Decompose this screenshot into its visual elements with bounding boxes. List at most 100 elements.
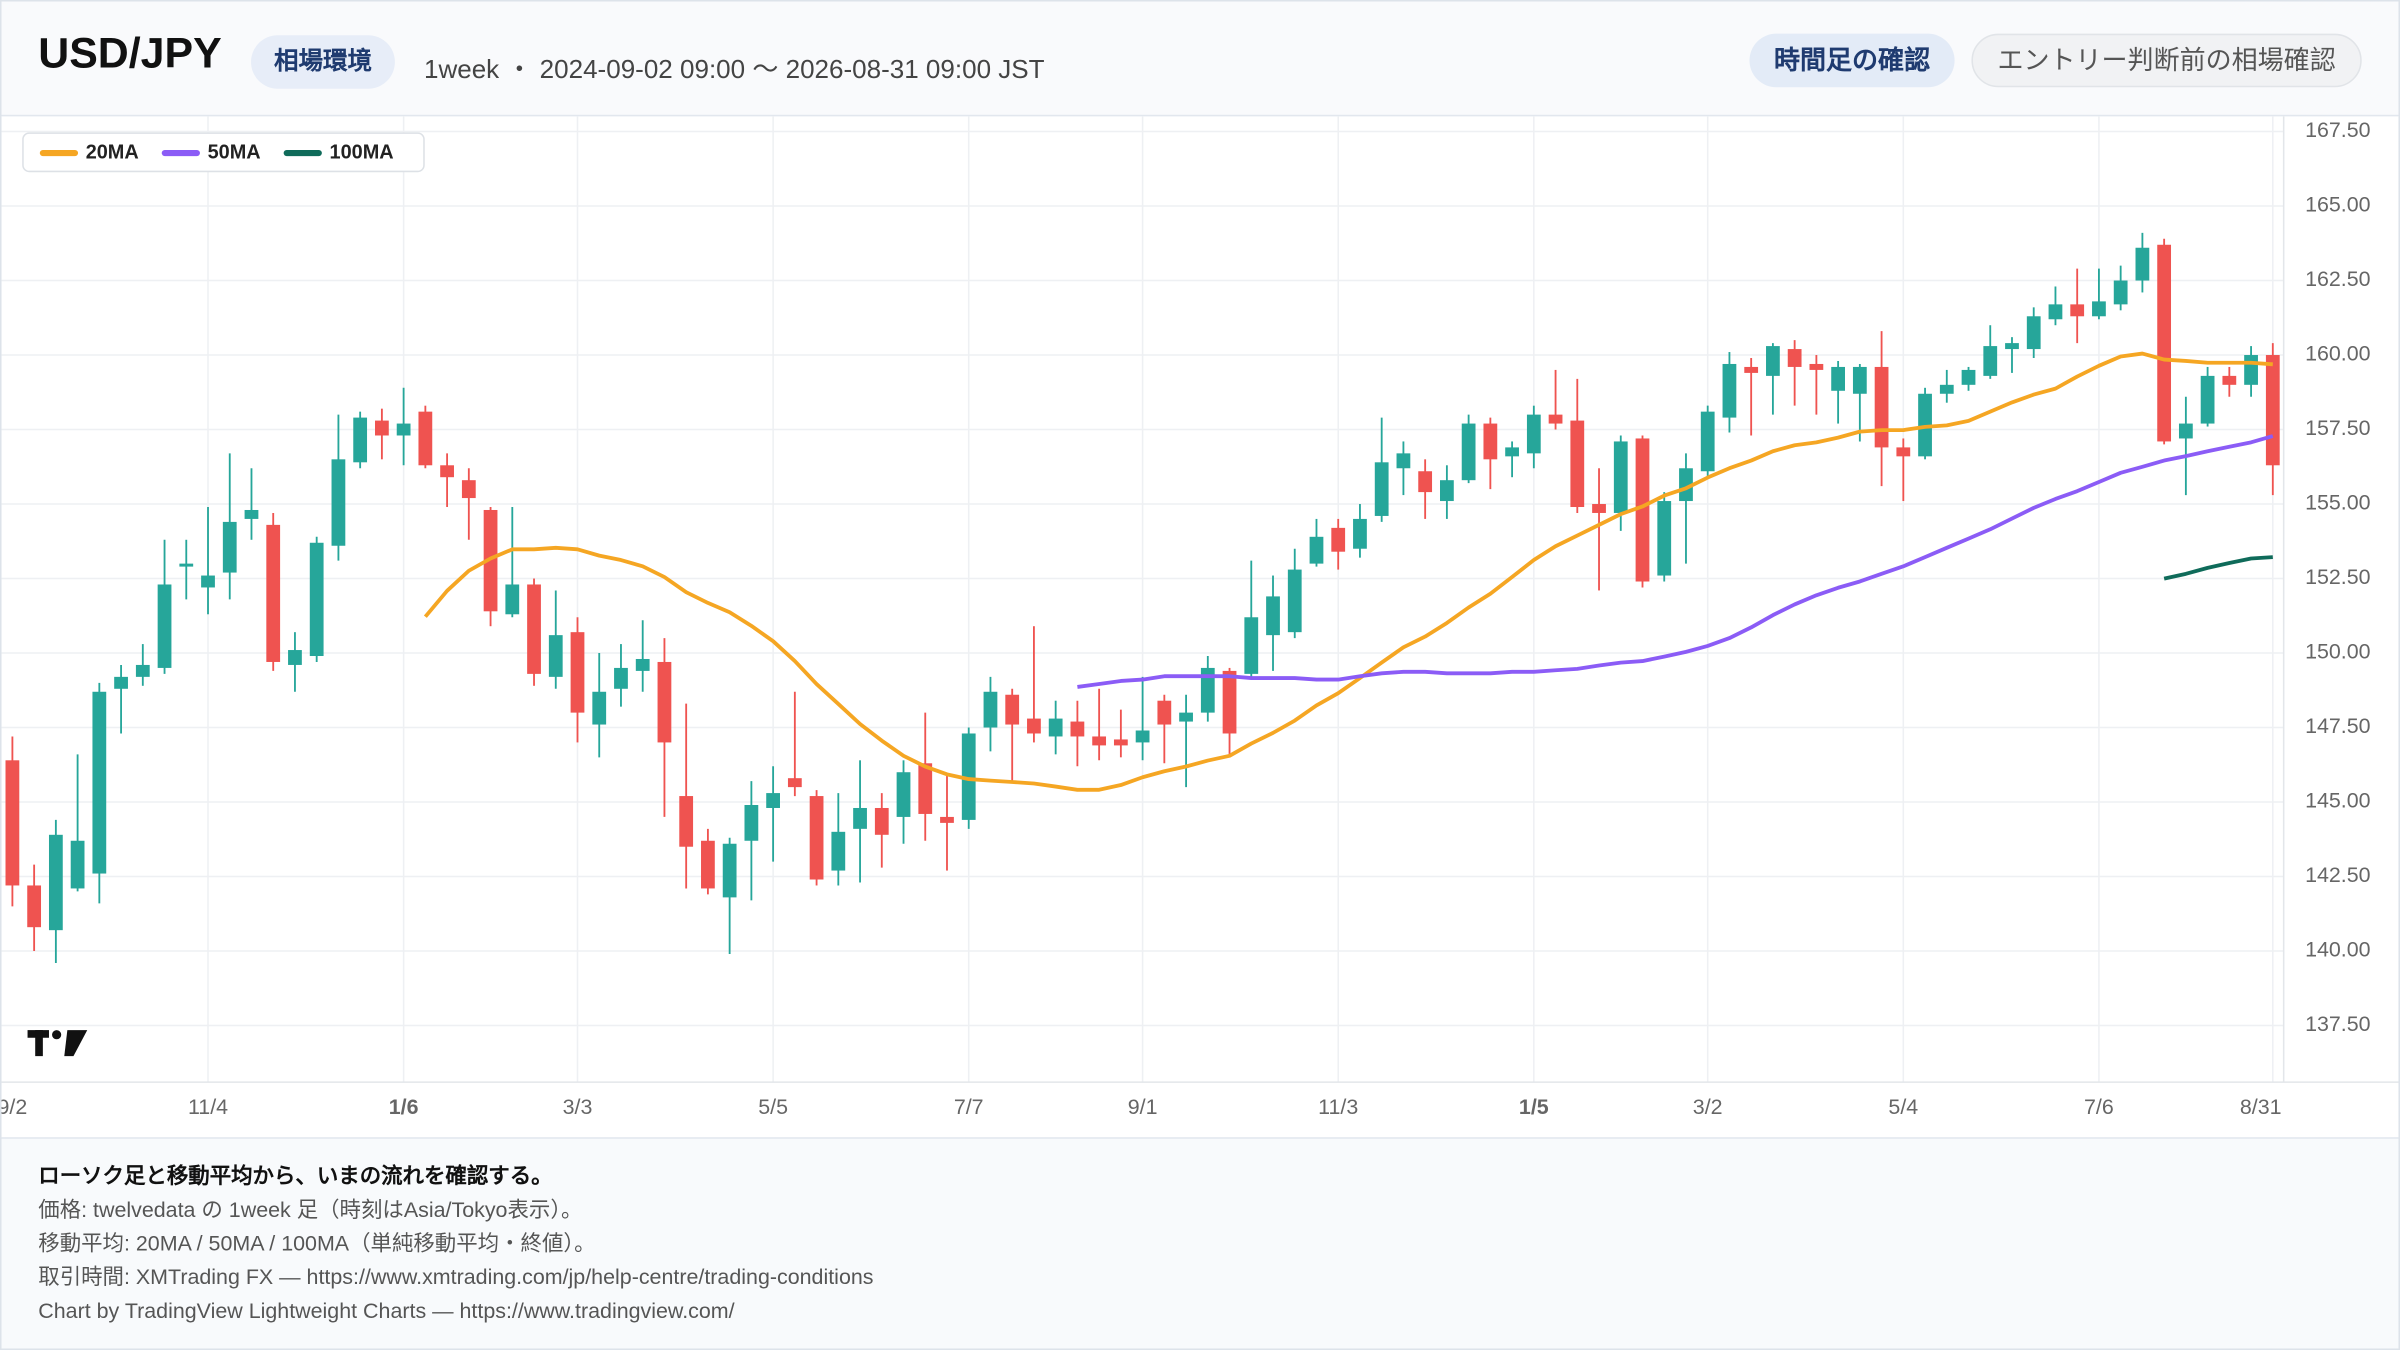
candle-body <box>2178 423 2193 439</box>
candle-body <box>527 584 541 674</box>
y-tick-label: 140.00 <box>2305 938 2371 962</box>
candle-body <box>288 650 302 665</box>
candle-body <box>331 459 346 546</box>
badge: 相場環境 <box>251 35 395 89</box>
candle-body <box>396 423 411 436</box>
candle-body <box>635 658 650 671</box>
footer-line: 移動平均: 20MA / 50MA / 100MA（単純移動平均・終値）。 <box>38 1230 596 1256</box>
candle-body <box>1092 736 1107 746</box>
x-tick-label: 3/3 <box>563 1095 593 1119</box>
candle-body <box>1983 346 1998 376</box>
candle-body <box>1266 596 1280 636</box>
candle-body <box>983 691 998 728</box>
button[interactable]: 時間足の確認 <box>1749 33 1955 88</box>
candle-body <box>2113 280 2128 305</box>
candle-body <box>1005 694 1020 725</box>
ma-line <box>2163 555 2273 581</box>
y-tick-label: 165.00 <box>2305 193 2371 217</box>
tv-logo <box>27 1030 88 1057</box>
legend: 20MA 50MA 100MA <box>22 132 425 173</box>
candle-body <box>1809 363 1824 370</box>
candle-body <box>1157 700 1172 725</box>
candle-body <box>1526 414 1541 454</box>
y-tick-label: 145.00 <box>2305 789 2371 813</box>
y-tick-label: 147.50 <box>2305 714 2371 738</box>
candle-body <box>766 793 780 808</box>
candle-body <box>961 733 976 820</box>
candle-body <box>70 840 85 889</box>
candle-body <box>1852 366 1867 394</box>
x-tick-label: 7/6 <box>2084 1095 2114 1119</box>
candle-body <box>48 834 63 931</box>
candle-body <box>701 840 715 889</box>
candle-body <box>244 509 259 519</box>
candle-body <box>266 524 281 662</box>
candle-body <box>1353 518 1367 549</box>
ma-line <box>423 351 2273 792</box>
candle-body <box>1048 718 1063 737</box>
candle-body <box>2244 355 2258 385</box>
candle-body <box>1135 730 1150 743</box>
candle-body <box>809 796 824 880</box>
candle-body <box>874 807 889 835</box>
candle-body <box>2157 244 2172 442</box>
candle-body <box>1548 414 1563 424</box>
candle-body <box>896 772 911 817</box>
candle-body <box>548 635 563 677</box>
candle-body <box>1396 453 1411 469</box>
candle-body <box>1418 471 1433 493</box>
candle-body <box>1592 504 1606 513</box>
candle-body <box>27 885 42 928</box>
candle-body <box>1679 468 1693 502</box>
candle-body <box>505 584 520 615</box>
candle-body <box>2200 375 2215 424</box>
candle-body <box>1439 480 1454 502</box>
candle-body <box>418 411 433 466</box>
candle-body <box>2005 343 2019 350</box>
button[interactable]: エントリー判断前の相場確認 <box>1971 33 2362 88</box>
x-tick-label: 9/1 <box>1128 1095 1158 1119</box>
candle-body <box>440 465 454 478</box>
candle-body <box>1374 462 1389 516</box>
candle-body <box>1483 423 1498 460</box>
candle-body <box>679 796 694 847</box>
candle-body <box>353 417 368 463</box>
footer-line: Chart by TradingView Lightweight Charts … <box>38 1297 735 1323</box>
candle-body <box>1831 366 1845 391</box>
header: USD/JPY 相場環境 1week ・ 2024-09-02 09:00 〜 … <box>1 1 2399 117</box>
candle-body <box>1613 441 1628 513</box>
y-tick-label: 160.00 <box>2305 342 2371 366</box>
candle-body <box>940 816 954 823</box>
candle-body <box>5 760 20 886</box>
footer: ローソク足と移動平均から、いまの流れを確認する。 価格: twelvedata の… <box>1 1137 2399 1349</box>
x-tick-label: 1/5 <box>1519 1095 1549 1119</box>
candle-body <box>1244 617 1259 674</box>
candle-body <box>2048 304 2063 320</box>
footer-line: 取引時間: XMTrading FX — https://www.xmtradi… <box>38 1264 874 1289</box>
candle-body <box>1896 447 1911 457</box>
footer-line: 価格: twelvedata の 1week 足（時刻はAsia/Tokyo表示… <box>38 1196 583 1222</box>
x-tick-label: 8/31 <box>2240 1095 2282 1119</box>
candle-body <box>201 575 215 588</box>
candle-body <box>92 691 107 874</box>
candle-body <box>1200 667 1215 713</box>
candle-body <box>157 584 172 668</box>
candle-body <box>787 778 802 788</box>
candle-body <box>135 664 150 677</box>
candle-body <box>1700 411 1715 472</box>
candle-body <box>1461 423 1476 481</box>
candle-body <box>2070 304 2085 317</box>
x-tick-label: 1/6 <box>389 1095 419 1119</box>
candle-body <box>614 667 628 689</box>
candle-body <box>1222 670 1237 734</box>
candle-body <box>1874 366 1889 448</box>
y-tick-label: 142.50 <box>2305 863 2371 887</box>
y-tick-label: 152.50 <box>2305 565 2371 589</box>
candle-body <box>1179 712 1193 722</box>
y-tick-label: 162.50 <box>2305 267 2371 291</box>
range: 1week ・ 2024-09-02 09:00 〜 2026-08-31 09… <box>423 55 1045 85</box>
candle-body <box>1961 369 1976 385</box>
y-tick-label: 155.00 <box>2305 491 2371 515</box>
legend-label: 100MA <box>330 141 394 163</box>
